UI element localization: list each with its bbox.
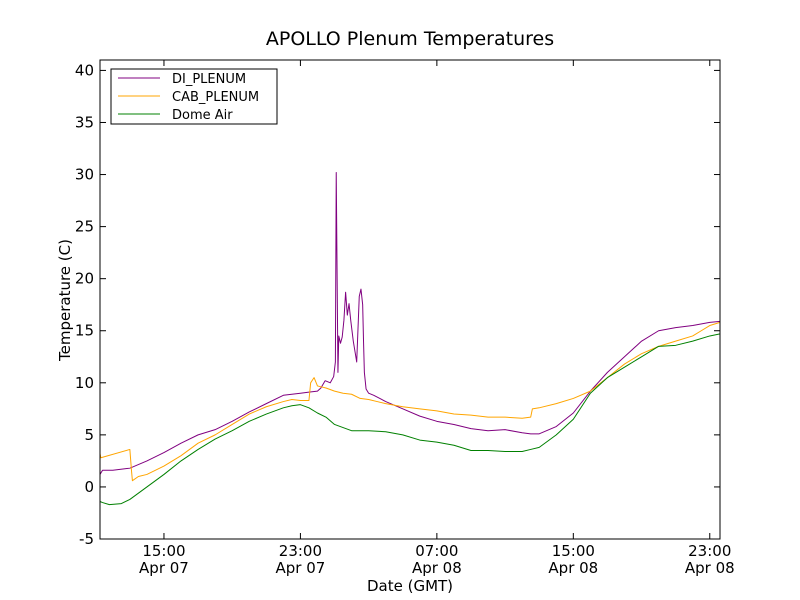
x-tick-date-label: Apr 08	[548, 559, 598, 577]
series-layer	[99, 171, 721, 506]
legend: DI_PLENUM CAB_PLENUM Dome Air	[110, 68, 278, 125]
y-tick-label: 0	[84, 478, 94, 496]
plot-frame	[99, 59, 721, 540]
plot-area	[100, 60, 720, 539]
y-tick-label: 30	[75, 166, 94, 184]
series-line-cab-plenum	[99, 321, 721, 482]
x-tick-time-label: 15:00	[552, 542, 595, 560]
series-line-di-plenum	[99, 171, 721, 475]
x-tick-date-label: Apr 07	[139, 559, 189, 577]
y-tick-label: 40	[75, 61, 94, 79]
x-tick-time-label: 15:00	[142, 542, 185, 560]
legend-label-di-plenum: DI_PLENUM	[172, 72, 246, 87]
x-tick-time-label: 23:00	[279, 542, 322, 560]
y-tick-label: 25	[75, 218, 94, 236]
x-tick-date-label: Apr 07	[276, 559, 326, 577]
series-line-dome-air	[99, 333, 721, 506]
y-tick-label: 20	[75, 270, 94, 288]
legend-label-cab-plenum: CAB_PLENUM	[172, 90, 259, 105]
x-tick-time-label: 07:00	[415, 542, 458, 560]
chart-title: APOLLO Plenum Temperatures	[266, 28, 554, 50]
y-tick-label: 35	[75, 113, 94, 131]
x-tick-date-label: Apr 08	[412, 559, 462, 577]
x-tick-time-label: 23:00	[688, 542, 731, 560]
y-tick-label: 15	[75, 322, 94, 340]
y-tick-label: 5	[84, 426, 94, 444]
y-axis: -5 0 5 10 15 20 25 30 35 40	[75, 61, 720, 548]
y-tick-label: -5	[79, 530, 94, 548]
x-axis-label: Date (GMT)	[367, 577, 453, 595]
y-axis-label: Temperature (C)	[56, 239, 74, 362]
y-tick-label: 10	[75, 374, 94, 392]
x-tick-date-label: Apr 08	[685, 559, 735, 577]
legend-label-dome-air: Dome Air	[172, 108, 233, 123]
